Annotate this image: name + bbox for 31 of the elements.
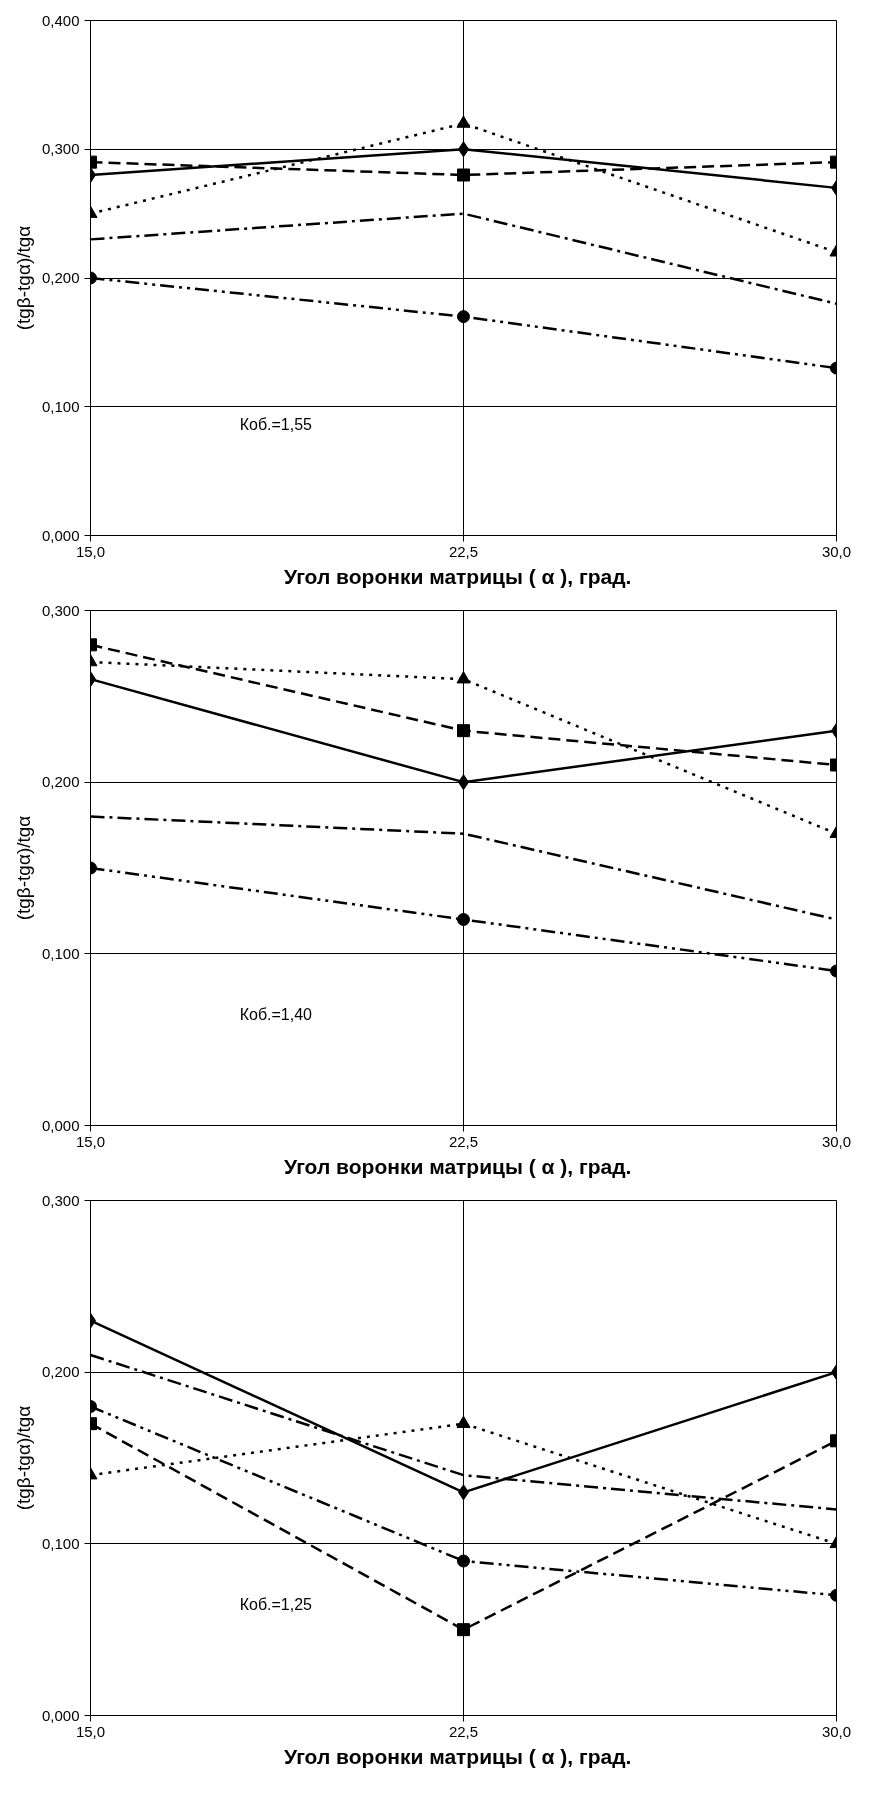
y-tick-label: 0,100 [41, 1534, 80, 1552]
x-tick-label: 15,0 [75, 542, 106, 560]
x-tick-label: 30,0 [821, 1132, 852, 1150]
x-axis-title: Угол воронки матрицы ( α ), град. [283, 1744, 632, 1768]
y-tick-label: 0,300 [41, 601, 80, 619]
x-tick-label: 22,5 [448, 1132, 479, 1150]
x-tick-label: 22,5 [448, 542, 479, 560]
x-tick-label: 15,0 [75, 1722, 106, 1740]
x-tick-label: 30,0 [821, 1722, 852, 1740]
y-tick-label: 0,000 [41, 1116, 80, 1134]
annotation: Коб.=1,25 [239, 1595, 313, 1613]
y-axis-title: (tgβ-tgα)/tgα [12, 225, 34, 331]
x-axis-title: Угол воронки матрицы ( α ), град. [283, 1154, 632, 1178]
x-tick-label: 15,0 [75, 1132, 106, 1150]
y-tick-label: 0,200 [41, 773, 80, 791]
y-tick-label: 0,100 [41, 944, 80, 962]
y-tick-label: 0,200 [41, 1363, 80, 1381]
x-tick-label: 22,5 [448, 1722, 479, 1740]
y-tick-label: 0,300 [41, 1191, 80, 1209]
y-axis-title: (tgβ-tgα)/tgα [12, 815, 34, 921]
x-axis-title: Угол воронки матрицы ( α ), град. [283, 564, 632, 588]
annotation: Коб.=1,55 [239, 415, 313, 433]
y-tick-label: 0,200 [41, 269, 80, 286]
y-tick-label: 0,300 [41, 140, 80, 158]
y-tick-label: 0,000 [41, 1706, 80, 1724]
annotation: Коб.=1,40 [239, 1005, 313, 1023]
x-tick-label: 30,0 [821, 542, 852, 560]
y-tick-label: 0,000 [41, 526, 80, 544]
y-axis-title: (tgβ-tgα)/tgα [12, 1405, 34, 1511]
y-tick-label: 0,100 [41, 397, 80, 415]
y-tick-label: 0,400 [41, 11, 80, 29]
